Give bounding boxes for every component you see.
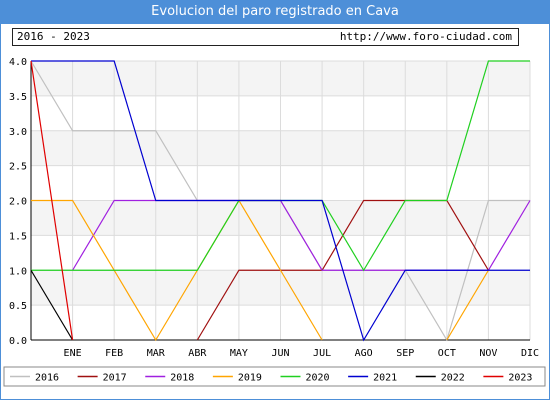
x-tick-label: ABR xyxy=(188,348,207,359)
grid-lines xyxy=(30,60,531,341)
legend-label: 2023 xyxy=(508,373,532,384)
y-tick-label: 1.5 xyxy=(9,231,27,242)
x-tick-label: OCT xyxy=(438,348,456,359)
series-line-2019 xyxy=(446,269,489,341)
info-box: 2016 - 2023 http://www.foro-ciudad.com xyxy=(12,28,519,46)
y-tick-label: 0.5 xyxy=(9,301,27,312)
y-tick-label: 3.0 xyxy=(9,127,27,138)
x-tick-label: AGO xyxy=(355,348,373,359)
x-tick-label: SEP xyxy=(396,348,414,359)
period-label: 2016 - 2023 xyxy=(17,30,90,43)
series-line-2022 xyxy=(30,269,74,341)
legend: 2016 2017 2018 2019 2020 2021 2022 2023 xyxy=(3,366,546,387)
x-tick-label: DIC xyxy=(521,348,539,359)
x-tick-label: MAR xyxy=(147,348,166,359)
legend-label: 2016 xyxy=(35,373,59,384)
tick-labels: 0.0 0.5 1.0 1.5 2.0 2.5 3.0 3.5 4.0 ENE FEB MAR ABR M… xyxy=(9,57,539,359)
series-2023 xyxy=(30,60,74,341)
legend-label: 2017 xyxy=(103,373,127,384)
legend-label: 2021 xyxy=(373,373,397,384)
legend-label: 2022 xyxy=(441,373,465,384)
x-tick-label: ENE xyxy=(64,348,82,359)
series-2021 xyxy=(31,60,530,342)
series-2019 xyxy=(31,199,489,342)
x-tick-label: FEB xyxy=(105,348,123,359)
chart-title: Evolucion del paro registrado en Cava xyxy=(0,0,550,24)
series-2022 xyxy=(30,269,74,341)
x-tick-label: JUN xyxy=(271,348,289,359)
legend-label: 2018 xyxy=(170,373,194,384)
legend-label: 2019 xyxy=(238,373,262,384)
y-tick-label: 3.5 xyxy=(9,92,27,103)
source-url: http://www.foro-ciudad.com xyxy=(339,30,512,43)
legend-box xyxy=(3,366,546,387)
y-tick-label: 2.0 xyxy=(9,197,27,208)
series-line-2023 xyxy=(30,60,74,341)
y-tick-label: 4.0 xyxy=(9,57,27,68)
x-tick-label: MAY xyxy=(230,348,248,359)
y-tick-label: 1.0 xyxy=(9,266,27,277)
series-line-2019 xyxy=(31,199,323,342)
legend-label: 2020 xyxy=(306,373,330,384)
y-tick-label: 2.5 xyxy=(9,162,27,173)
x-tick-label: JUL xyxy=(313,348,331,359)
series-lines xyxy=(30,60,531,342)
y-tick-label: 0.0 xyxy=(9,336,27,347)
series-line-2021 xyxy=(31,60,530,342)
x-tick-label: NOV xyxy=(479,348,497,359)
